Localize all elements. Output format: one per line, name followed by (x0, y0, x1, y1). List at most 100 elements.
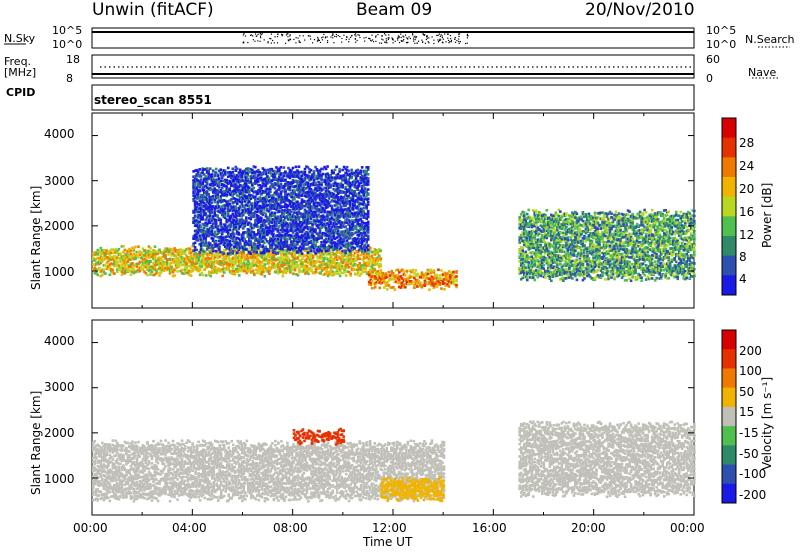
power-cell (144, 249, 148, 253)
power-cell (235, 202, 239, 206)
power-cell (122, 244, 125, 248)
power-cell (162, 255, 166, 258)
power-cell (102, 254, 106, 258)
power-cell (191, 267, 194, 271)
nsky-point (421, 39, 423, 41)
nsky-point (404, 34, 407, 36)
nsky-point (381, 38, 383, 40)
power-cell (180, 263, 184, 267)
power-cell (248, 190, 251, 194)
power-cell (435, 285, 439, 289)
power-cell (234, 205, 238, 208)
power-cell (270, 246, 274, 250)
power-cell (309, 249, 313, 253)
power-cell (264, 212, 268, 216)
power-cell (225, 193, 229, 196)
power-cell (306, 251, 310, 254)
power-cell (228, 240, 232, 243)
power-cell (123, 248, 127, 252)
power-cell (282, 212, 286, 215)
power-cell (208, 167, 212, 171)
velocity-cb-tick: -200 (739, 488, 767, 502)
power-cell (183, 251, 187, 255)
power-cell (146, 264, 149, 268)
power-cell (222, 252, 226, 255)
power-cell (135, 254, 139, 257)
nsky-point (406, 38, 409, 40)
power-cell (432, 269, 436, 273)
power-cell (168, 247, 172, 251)
freq-unit: [MHz] (4, 66, 37, 79)
power-cell (189, 257, 193, 260)
nsky-point (313, 39, 316, 41)
power-cell (150, 270, 154, 274)
nsky-point (444, 33, 446, 35)
power-cell (272, 193, 275, 197)
power-cell (174, 254, 178, 258)
nsky-point (317, 36, 319, 39)
power-cell (199, 244, 203, 248)
power-cell (126, 269, 130, 273)
nsky-point (428, 37, 430, 39)
nsky-point (384, 41, 386, 43)
nsky-point (257, 40, 259, 42)
power-cell (173, 254, 176, 257)
power-cell (120, 265, 124, 269)
power-cell (385, 288, 389, 291)
power-cell (135, 265, 139, 268)
power-cell (212, 257, 215, 260)
nsky-point (437, 34, 439, 36)
power-cell (210, 262, 214, 265)
power-cell (171, 267, 175, 270)
power-cell (99, 261, 103, 265)
power-cell (153, 265, 157, 269)
xtick: 08:00 (273, 521, 308, 535)
nsky-point (326, 41, 329, 44)
nsky-point (252, 39, 254, 41)
power-cell (209, 274, 212, 278)
nsky-point (256, 35, 258, 37)
power-cell (296, 265, 300, 268)
power-cell (197, 269, 200, 273)
power-cell (264, 172, 268, 176)
power-cb-tick: 4 (739, 272, 747, 286)
power-cell (231, 167, 235, 171)
nsky-point (439, 39, 442, 41)
nsky-point (339, 35, 341, 38)
power-cell (225, 178, 229, 182)
power-cell (185, 266, 188, 270)
power-cell (131, 246, 134, 250)
nsky-point (415, 37, 417, 39)
power-cell (108, 273, 112, 277)
power-cell (137, 270, 140, 274)
power-cell (214, 181, 218, 184)
power-cell (217, 177, 221, 180)
nsky-point (427, 41, 429, 43)
power-cell (143, 249, 146, 253)
power-cell (186, 257, 190, 261)
power-cell (141, 261, 145, 265)
power-cell (99, 251, 103, 255)
power-cell (183, 266, 187, 269)
power-cell (135, 262, 139, 266)
nsky-point (424, 34, 426, 36)
power-cell (276, 252, 280, 255)
nsky-point (442, 38, 444, 40)
nsky-point (289, 38, 291, 40)
power-cell (189, 260, 193, 264)
power-cell (263, 251, 266, 255)
power-cell (123, 255, 127, 259)
power-cell (122, 258, 125, 262)
power-cell (296, 242, 299, 246)
power-cell (137, 268, 140, 272)
nsky-point (249, 34, 252, 36)
power-cell (113, 263, 116, 267)
nsky-point (403, 39, 405, 41)
power-cell (235, 251, 239, 254)
power-cell (122, 255, 125, 258)
power-cell (213, 174, 217, 178)
power-cell (183, 268, 187, 272)
nsky-point (359, 36, 361, 39)
power-cell (153, 273, 157, 276)
